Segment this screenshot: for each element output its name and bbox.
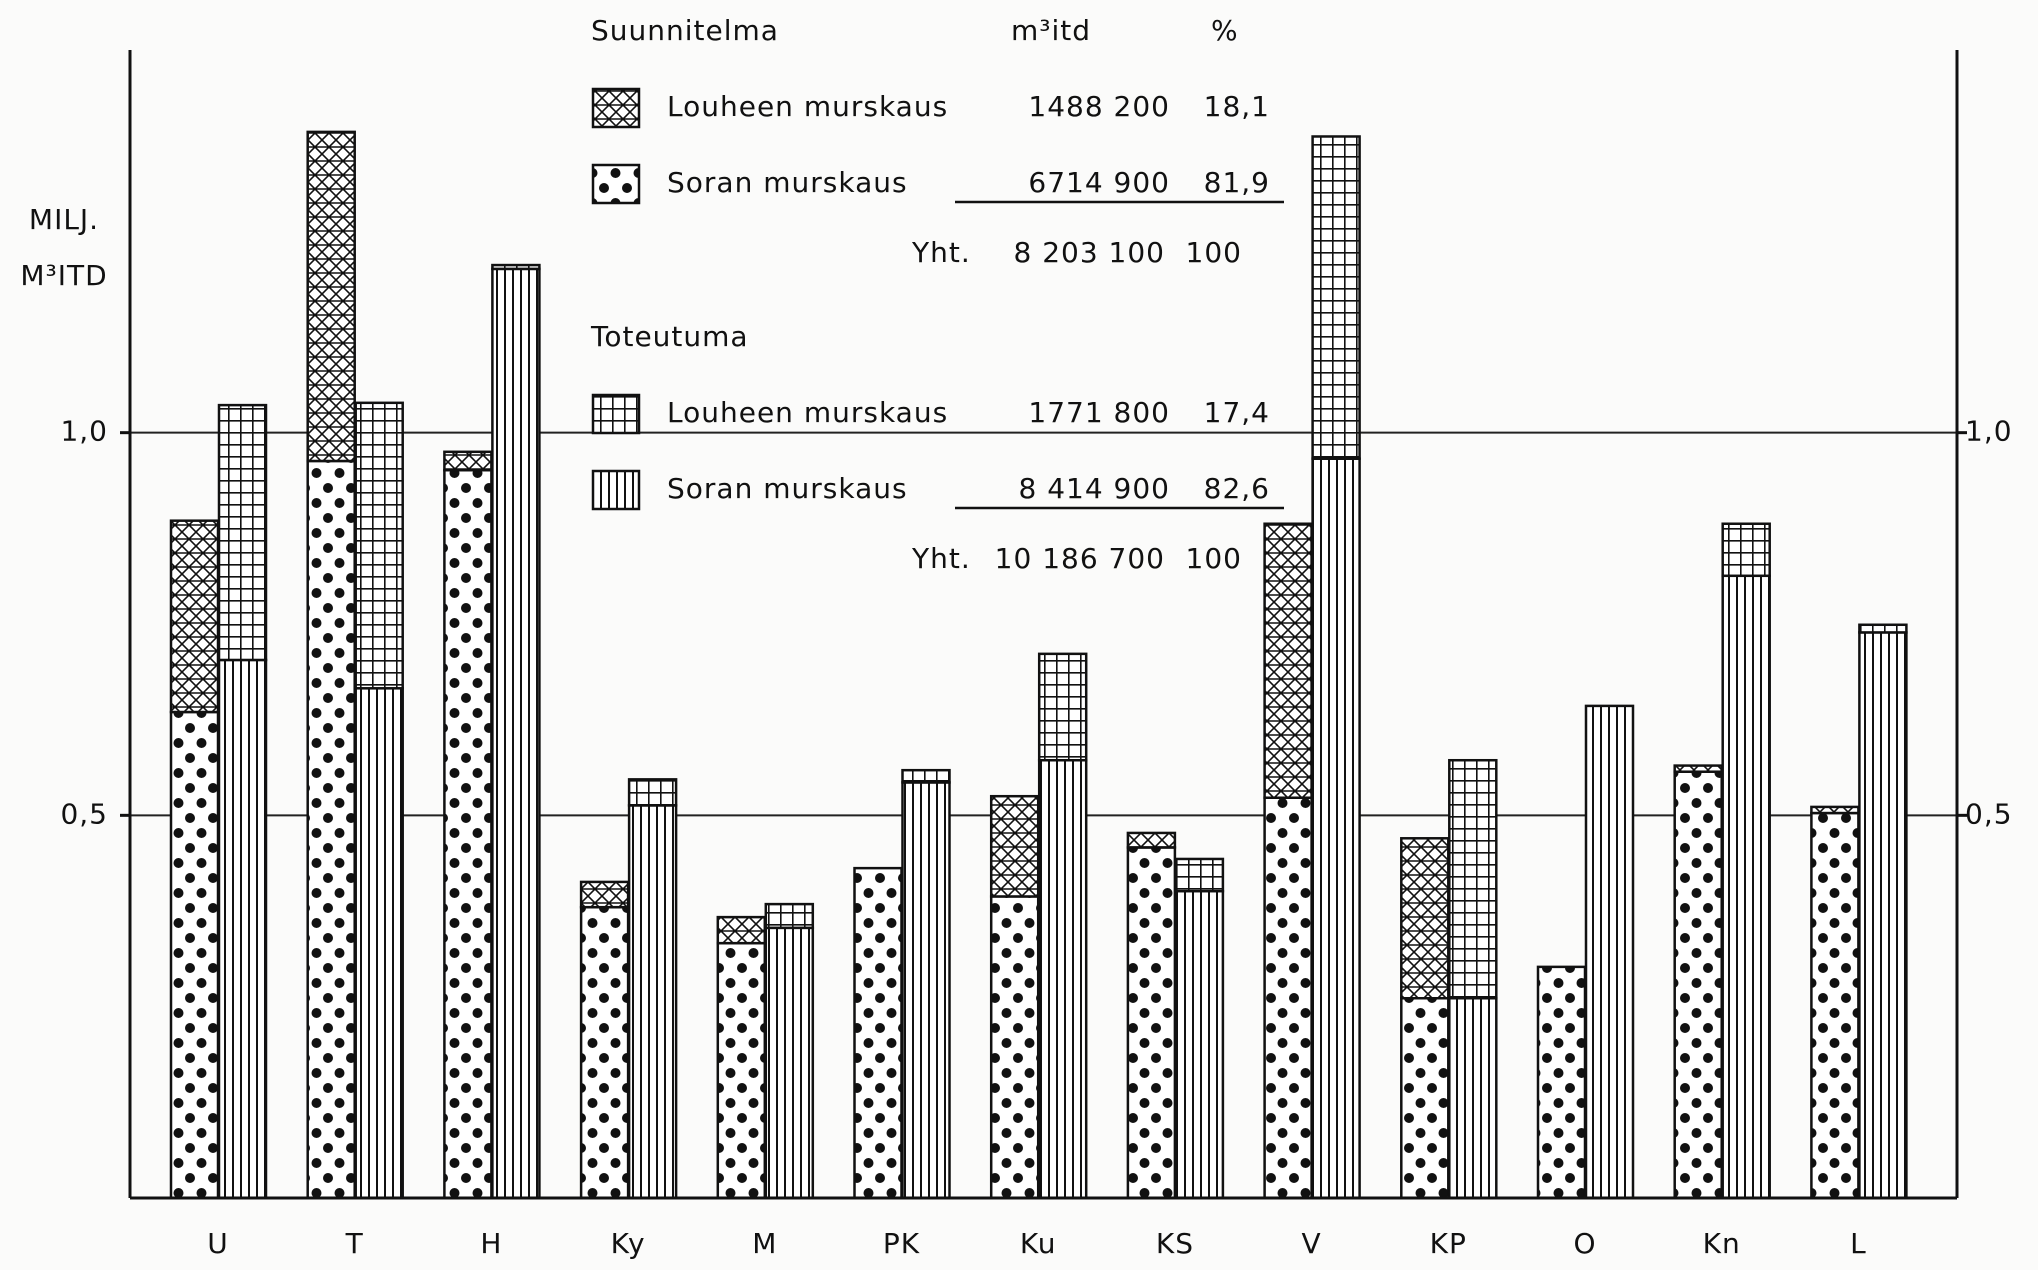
x-tick-label: V <box>1302 1227 1322 1260</box>
y-tick-label: 1,0 <box>60 415 108 448</box>
x-tick-label: PK <box>883 1227 920 1260</box>
bar-segment <box>1126 831 1177 849</box>
bar-segment <box>1536 965 1587 1200</box>
legend-total-label: Yht. <box>911 236 971 269</box>
bar-segment <box>306 459 356 1200</box>
bar-segment <box>169 519 220 714</box>
x-tick-label: T <box>345 1227 364 1260</box>
bar-segment <box>1721 522 1771 578</box>
bar-segment <box>1263 796 1313 1200</box>
bar-segment <box>1126 846 1177 1200</box>
bar-segment <box>1400 837 1450 1000</box>
legend-total-label: Yht. <box>911 542 971 575</box>
bar-segment <box>354 401 404 690</box>
legend-amount: 1488 200 <box>1028 90 1170 123</box>
x-tick-label: KS <box>1156 1227 1194 1260</box>
x-tick-label: Ku <box>1020 1227 1057 1260</box>
legend-header: % <box>1211 14 1239 47</box>
bar-segment <box>716 941 767 1200</box>
bar-segment <box>1311 135 1361 460</box>
bar-segment <box>443 468 493 1200</box>
legend-swatch <box>591 163 641 205</box>
bar-segment <box>1810 805 1860 815</box>
legend-title: Suunnitelma <box>591 14 779 47</box>
bar-segment <box>217 658 268 1200</box>
bar-segment <box>306 130 356 463</box>
bar-segment <box>1721 574 1771 1200</box>
bar-segment <box>1810 811 1860 1200</box>
bar-segment <box>989 794 1040 898</box>
legend-header: m³itd <box>1011 14 1091 47</box>
legend-percent: 81,9 <box>1204 166 1270 199</box>
bar-segment <box>491 267 541 1200</box>
legend-amount: 1771 800 <box>1028 396 1170 429</box>
y-axis-label: MILJ. <box>29 203 99 236</box>
y-axis-label: M³ITD <box>20 259 107 292</box>
x-tick-label: Ky <box>611 1227 646 1260</box>
bar-segment <box>901 768 951 784</box>
x-tick-label: Kn <box>1703 1227 1741 1260</box>
legend-swatch <box>591 469 641 511</box>
legend-swatch <box>591 393 641 435</box>
bar-segment <box>1448 996 1498 1200</box>
bar-segment <box>1037 652 1088 762</box>
legend-label: Louheen murskaus <box>667 90 948 123</box>
bar-segment <box>1174 889 1225 1200</box>
bar-segment <box>443 450 493 472</box>
legend-amount: 8 414 900 <box>1018 472 1170 505</box>
bar-segment <box>901 781 951 1200</box>
legend-total-percent: 100 <box>1186 236 1242 269</box>
y2-tick-label: 1,0 <box>1965 415 2013 448</box>
legend-percent: 18,1 <box>1204 90 1270 123</box>
legend-title: Toteutuma <box>590 320 749 353</box>
x-tick-label: M <box>752 1227 777 1260</box>
y2-tick-label: 0,5 <box>1965 797 2013 830</box>
bar-segment <box>354 687 404 1200</box>
bar-segment <box>579 905 630 1200</box>
legend-total-amount: 10 186 700 <box>995 542 1165 575</box>
bar-segment <box>1858 631 1908 1200</box>
bar-segment <box>491 263 541 271</box>
bar-segment <box>1858 623 1908 634</box>
legend-label: Soran murskaus <box>667 472 908 505</box>
y-tick-label: 0,5 <box>60 797 108 830</box>
bar-segment <box>1400 996 1450 1200</box>
bar-segment <box>1673 764 1723 773</box>
legend-percent: 82,6 <box>1204 472 1270 505</box>
bar-segment <box>1673 770 1723 1200</box>
bar-segment <box>853 866 903 1200</box>
legend-label: Soran murskaus <box>667 166 908 199</box>
legend-total-percent: 100 <box>1186 542 1242 575</box>
x-tick-label: U <box>207 1227 229 1260</box>
bar-segment <box>989 895 1040 1200</box>
bar-segment <box>627 804 678 1200</box>
bar-segment <box>1174 857 1225 893</box>
x-tick-label: KP <box>1430 1227 1467 1260</box>
bar-segment <box>1311 457 1361 1200</box>
legend-amount: 6714 900 <box>1028 166 1170 199</box>
bar-segment <box>579 880 630 909</box>
bar-segment <box>627 778 678 807</box>
bar-segment <box>1037 758 1088 1200</box>
legend-label: Louheen murskaus <box>667 396 948 429</box>
bar-segment <box>217 403 268 662</box>
legend-total-amount: 8 203 100 <box>1013 236 1165 269</box>
x-tick-label: H <box>480 1227 502 1260</box>
bar-segment <box>716 915 767 945</box>
legend-swatch <box>591 87 641 129</box>
bar-segment <box>1263 522 1313 799</box>
bar-segment <box>1448 758 1498 1000</box>
x-tick-label: L <box>1850 1227 1867 1260</box>
x-tick-label: O <box>1573 1227 1596 1260</box>
bar-segment <box>1584 704 1635 1200</box>
bar-segment <box>169 710 220 1200</box>
legend-percent: 17,4 <box>1204 396 1270 429</box>
bar-segment <box>764 926 815 1200</box>
bar-segment <box>764 902 815 930</box>
